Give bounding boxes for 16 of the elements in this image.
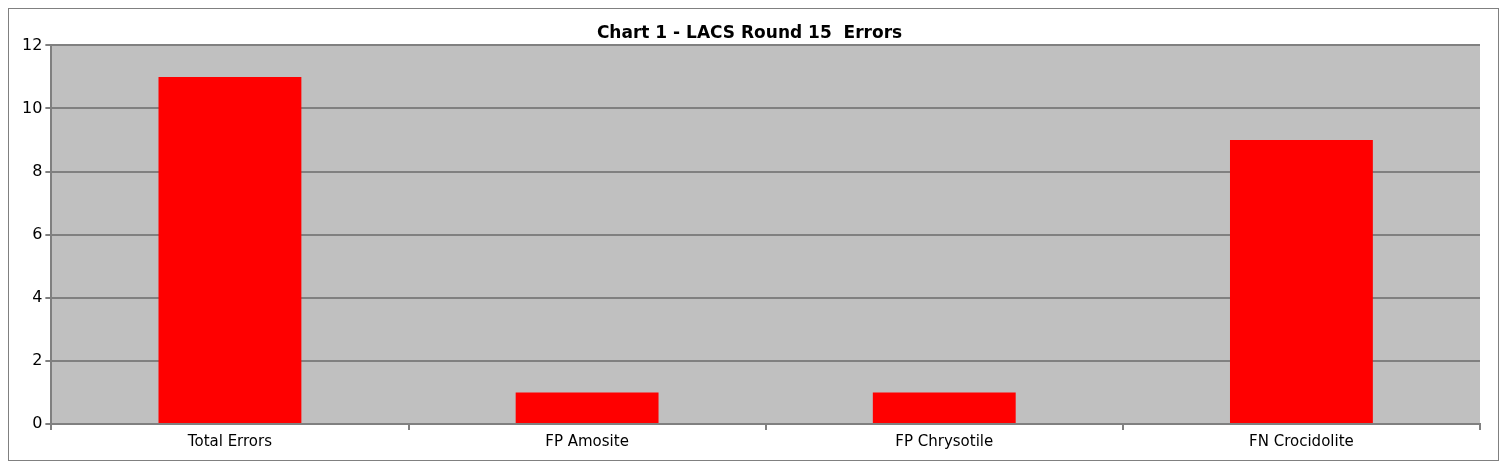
y-tick-label: 2: [32, 350, 43, 370]
x-tick-label: FP Chrysotile: [895, 431, 994, 450]
y-tick-label: 12: [22, 34, 43, 54]
y-tick-label: 6: [32, 223, 43, 243]
x-tick-label: FN Crocidolite: [1249, 431, 1354, 450]
x-tick-label: FP Amosite: [545, 431, 629, 450]
bar: [872, 392, 1016, 423]
bar: [1229, 140, 1373, 423]
y-tick-label: 8: [32, 160, 43, 180]
y-tick-label: 10: [22, 97, 43, 117]
y-tick-label: 0: [32, 413, 43, 433]
bar: [158, 76, 302, 423]
x-tick-label: Total Errors: [186, 431, 273, 450]
y-tick-label: 4: [32, 286, 43, 306]
chart-title: Chart 1 - LACS Round 15 Errors: [596, 21, 903, 42]
bar: [515, 392, 659, 423]
